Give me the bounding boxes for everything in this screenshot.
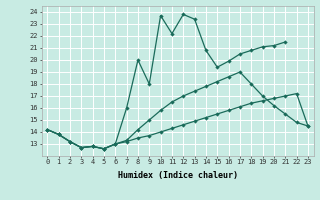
X-axis label: Humidex (Indice chaleur): Humidex (Indice chaleur): [118, 171, 237, 180]
